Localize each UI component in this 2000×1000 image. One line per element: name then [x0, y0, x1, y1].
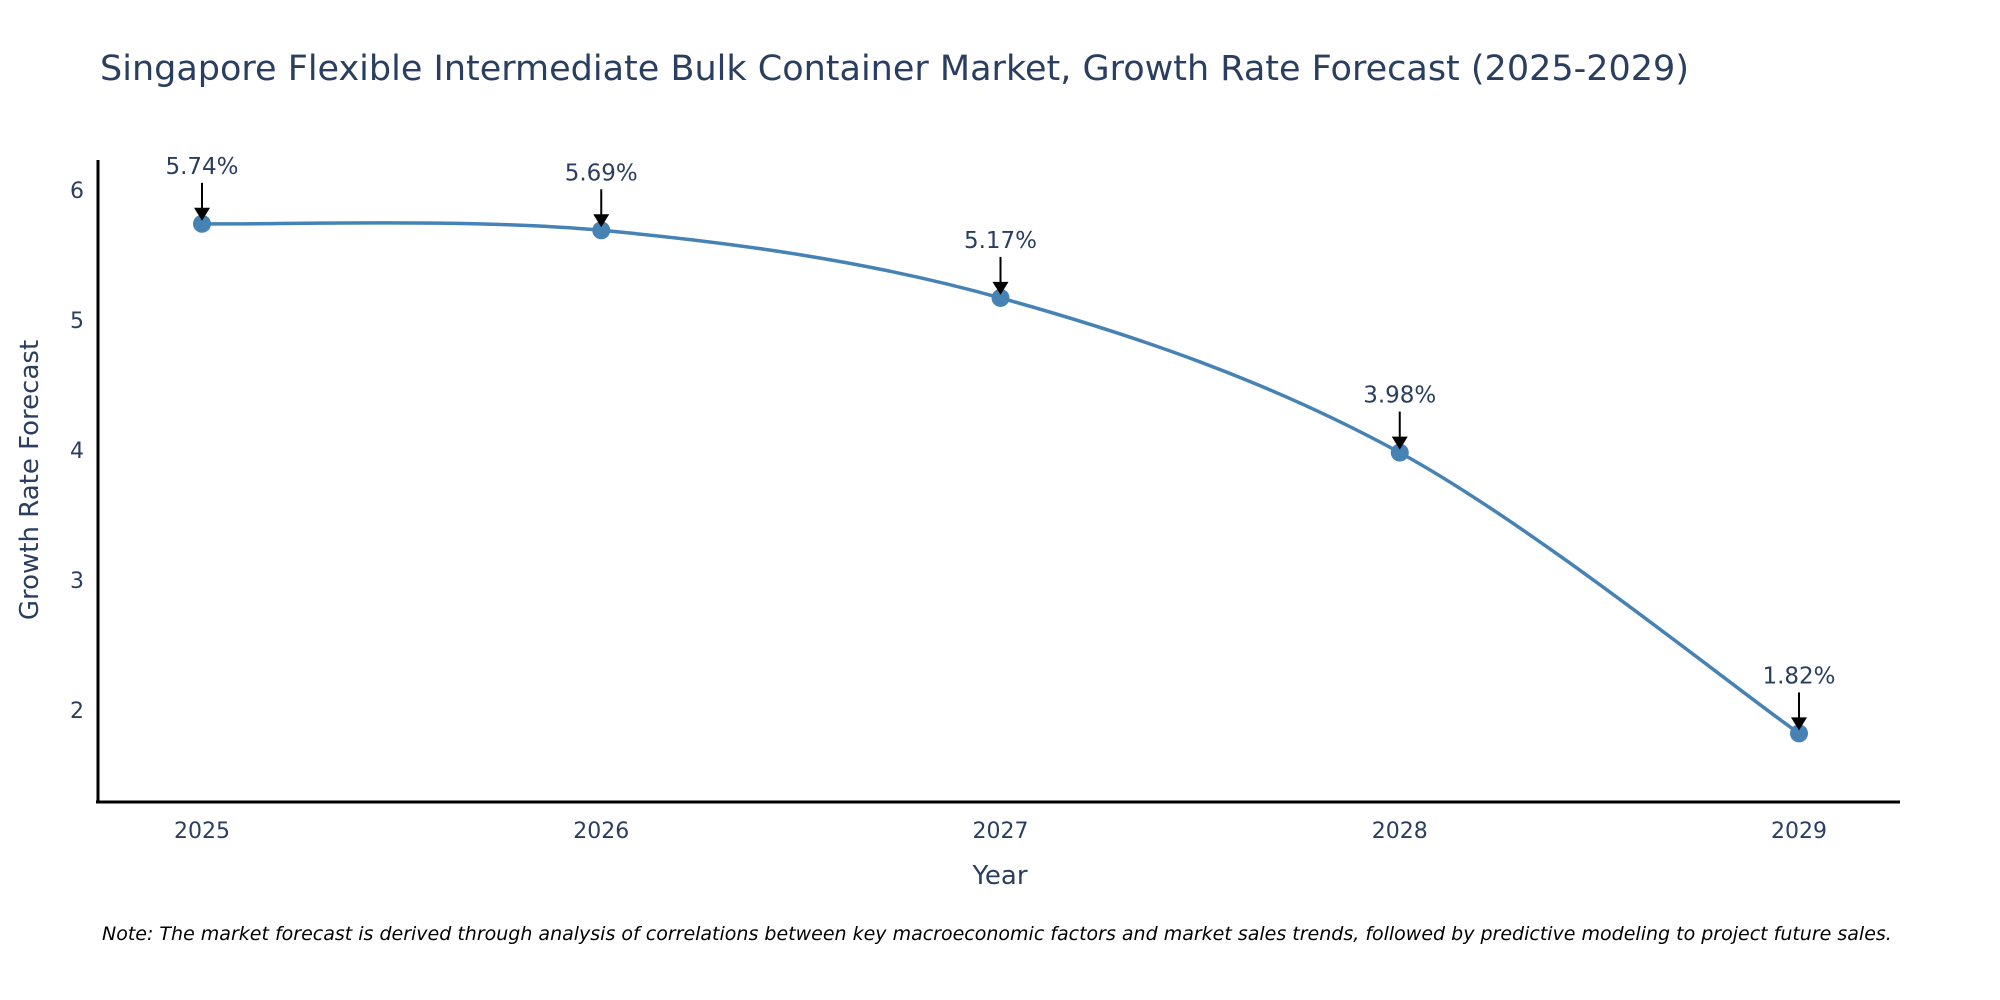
data-point	[991, 288, 1010, 307]
data-annotation: 3.98%	[1363, 383, 1436, 450]
y-tick-label: 6	[70, 179, 84, 204]
annotation-label: 3.98%	[1363, 383, 1436, 409]
x-tick-label: 2025	[174, 819, 230, 844]
arrow-head-icon	[1391, 436, 1408, 450]
data-annotation: 5.74%	[165, 154, 239, 221]
arrow-head-icon	[593, 214, 610, 228]
data-annotation: 5.17%	[964, 228, 1037, 295]
x-tick-label: 2029	[1771, 819, 1827, 844]
y-tick-label: 2	[70, 699, 84, 724]
chart-title: Singapore Flexible Intermediate Bulk Con…	[100, 49, 1689, 89]
series-line	[201, 221, 1801, 735]
annotation-label: 1.82%	[1762, 663, 1835, 689]
y-tick-label: 3	[70, 569, 84, 594]
arrow-head-icon	[1791, 717, 1807, 731]
x-tick-label: 2026	[573, 819, 629, 844]
plot-area: 5.74% 5.69% 5.17% 3.98% 1.82%	[165, 154, 1836, 743]
x-tick-labels: 2025 2026 2027 2028 2029	[174, 819, 1827, 844]
data-annotation: 1.82%	[1762, 663, 1836, 731]
x-tick-label: 2028	[1372, 819, 1428, 844]
annotation-label: 5.69%	[565, 160, 638, 186]
y-axis-title: Growth Rate Forecast	[15, 340, 45, 620]
data-point	[1390, 443, 1409, 462]
x-tick-label: 2027	[973, 819, 1029, 844]
annotation-label: 5.74%	[165, 154, 238, 180]
data-point	[1790, 724, 1808, 743]
data-annotation: 5.69%	[565, 160, 638, 228]
y-tick-labels: 2 3 4 5 6	[70, 179, 84, 724]
arrow-head-icon	[194, 207, 210, 221]
data-point	[592, 221, 611, 240]
footnote: Note: The market forecast is derived thr…	[102, 923, 1892, 945]
y-tick-label: 4	[70, 439, 84, 464]
data-point	[193, 214, 211, 233]
y-tick-label: 5	[70, 309, 84, 334]
arrow-head-icon	[992, 281, 1009, 295]
annotation-label: 5.17%	[964, 228, 1037, 254]
x-axis-title: Year	[971, 861, 1027, 891]
